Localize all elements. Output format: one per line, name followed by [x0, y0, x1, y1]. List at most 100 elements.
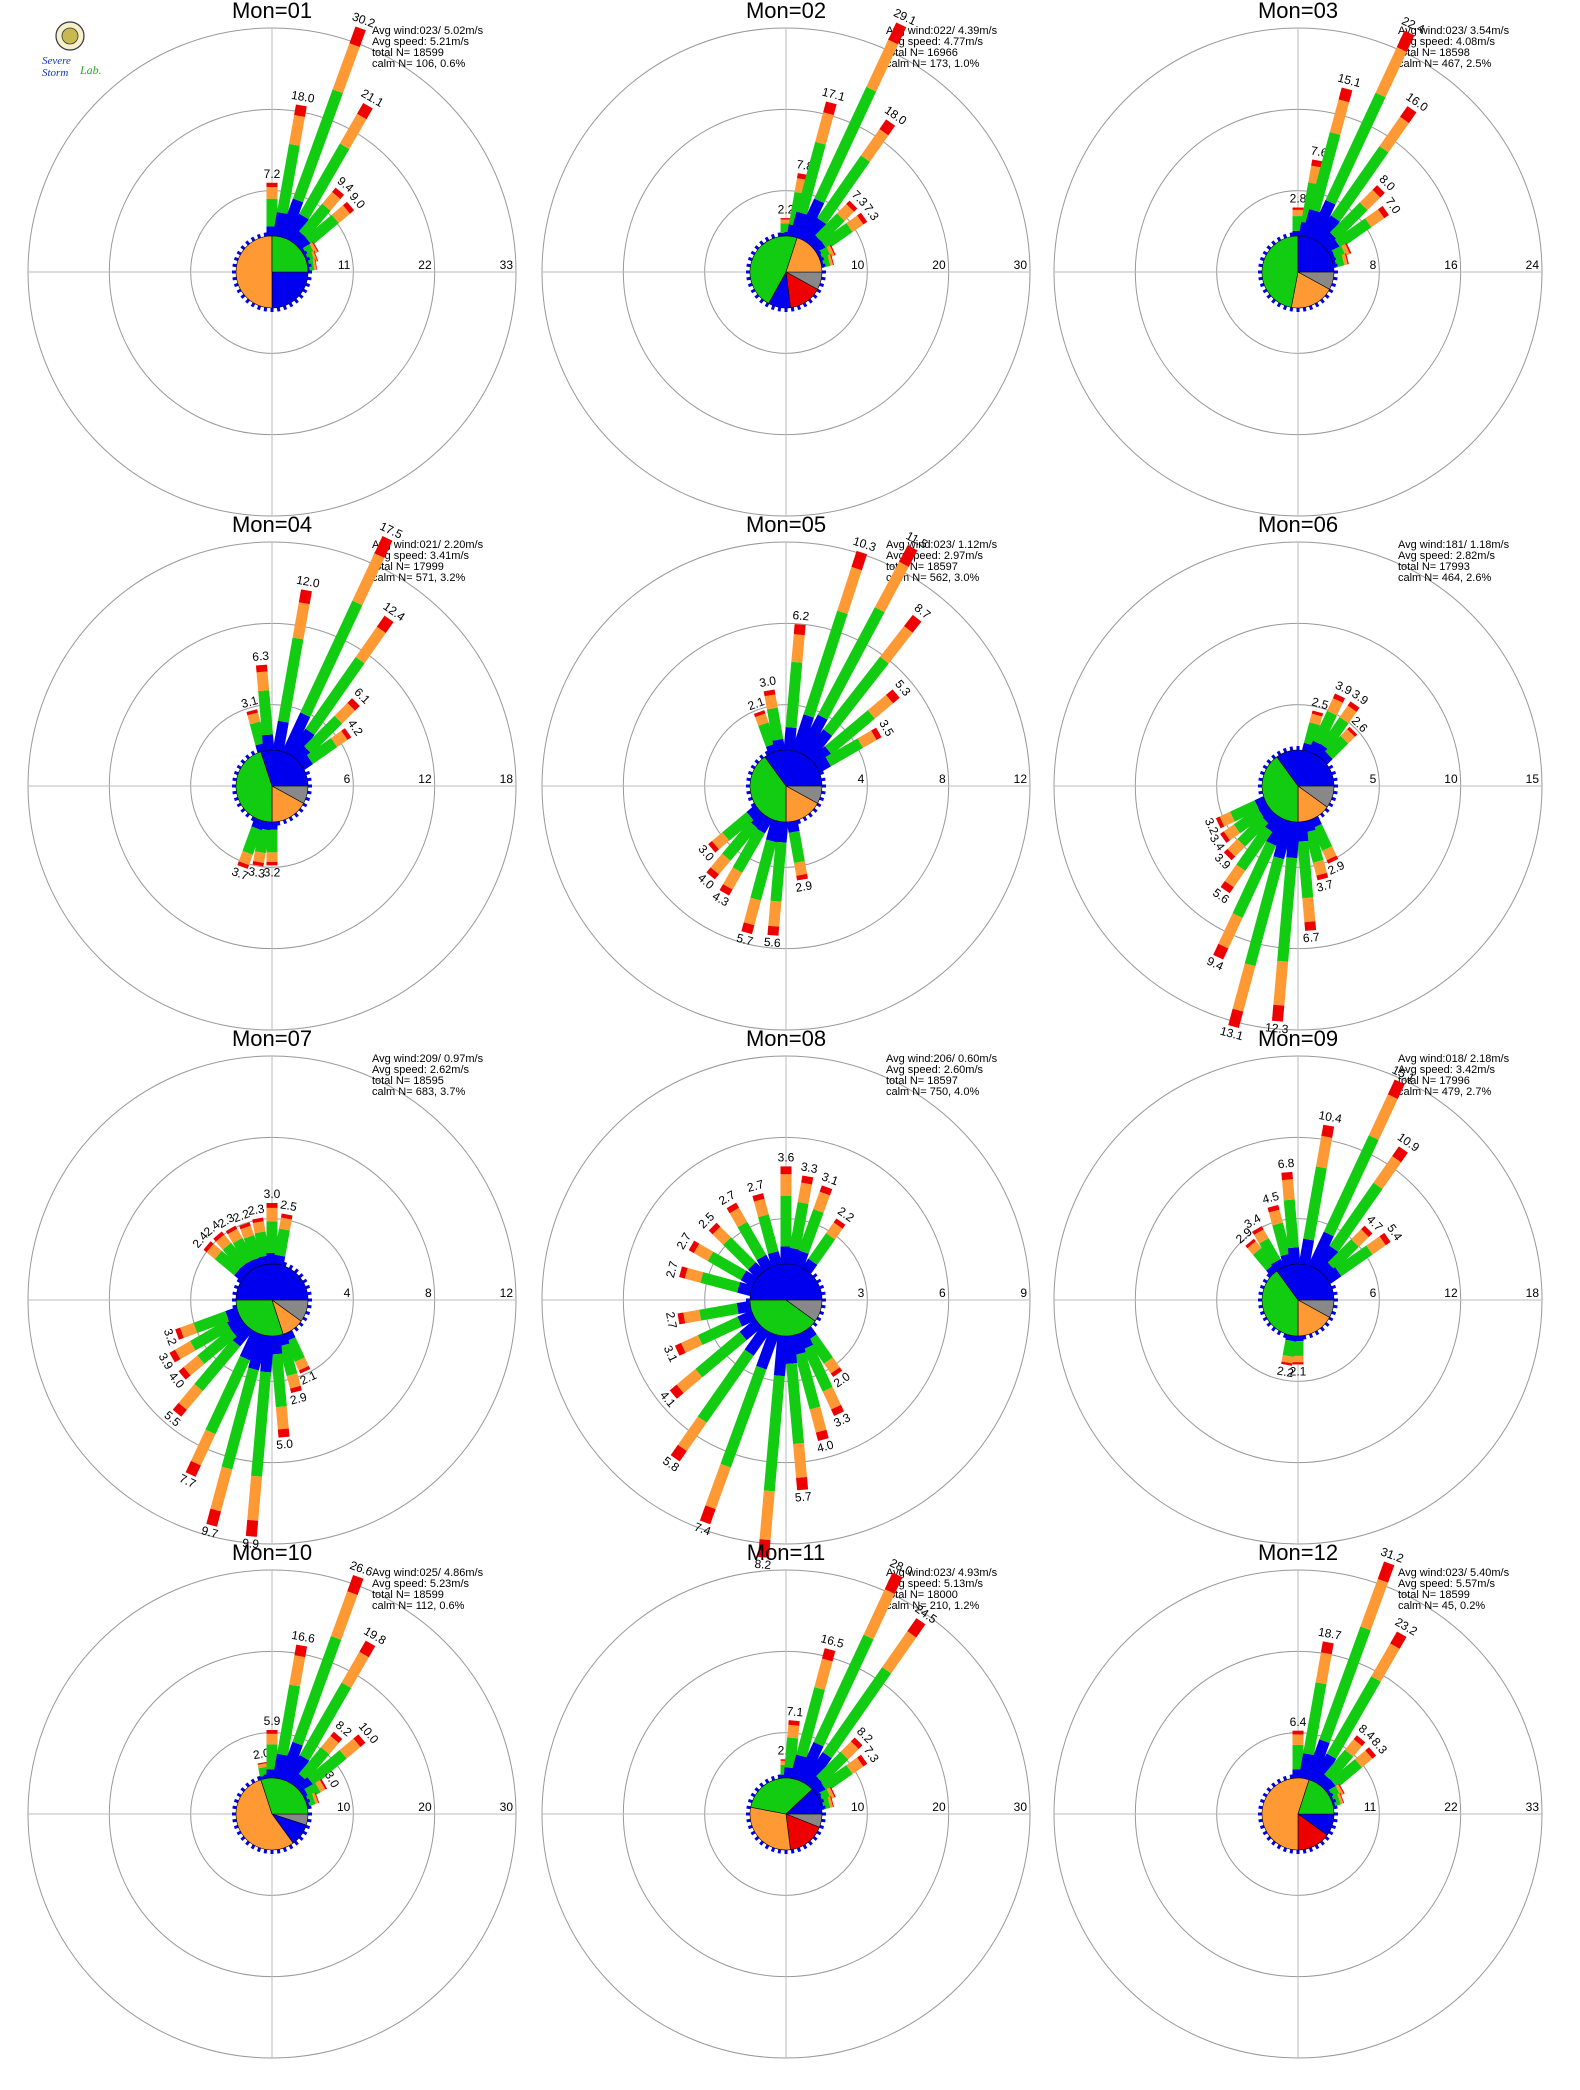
calm-tick — [236, 802, 242, 808]
calm-tick — [750, 250, 756, 256]
petal-segment-red — [213, 1231, 225, 1242]
pie-slice-orange — [785, 237, 823, 273]
calm-tick — [1314, 1844, 1320, 1850]
petal-label: 6.4 — [1290, 1715, 1307, 1729]
tick-label: 12 — [1444, 1286, 1458, 1300]
calm-tick — [747, 1824, 753, 1830]
calm-tick — [1331, 282, 1337, 288]
petal-segment-blue — [279, 198, 304, 241]
calm-tick — [293, 240, 299, 246]
petal-segment-orange — [1315, 1652, 1332, 1685]
calm-tick — [1258, 1304, 1263, 1309]
petal-segment-orange — [1340, 729, 1355, 744]
petal-segment-orange — [1247, 1241, 1262, 1255]
petal-segment-red — [1345, 243, 1352, 254]
calm-tick — [1266, 1273, 1272, 1279]
petal-segment-red — [294, 104, 307, 117]
petal-segment-red — [1347, 726, 1358, 737]
petal-segment-red — [819, 1185, 833, 1196]
calm-tick — [802, 302, 808, 308]
petal-segment-red — [1215, 816, 1225, 829]
petal-segment-green — [276, 143, 300, 214]
calm-tick — [233, 770, 239, 776]
calm-tick — [1259, 770, 1265, 776]
calm-tick — [276, 1335, 281, 1340]
calm-tick — [233, 1310, 239, 1316]
petal-segment-green — [1282, 1339, 1297, 1357]
petal-segment-blue — [251, 817, 265, 831]
calm-tick — [232, 1818, 237, 1823]
petal-segment-red — [185, 1460, 201, 1477]
petal-segment-red — [801, 1175, 814, 1185]
petal-segment-red — [203, 1241, 214, 1253]
petal-segment-green — [1259, 1238, 1281, 1265]
petal-segment-green — [1230, 800, 1260, 822]
petal-label: 2.0 — [252, 1745, 271, 1762]
petal-segment-green — [1237, 815, 1269, 847]
petal-label: 2.8 — [1290, 192, 1307, 206]
petal-segment-orange — [882, 1631, 917, 1674]
stat-line: Avg wind:018/ 2.18m/s — [1398, 1053, 1510, 1065]
petal-segment-orange — [1292, 209, 1304, 217]
petal-segment-red — [342, 201, 355, 214]
calm-tick — [812, 1273, 818, 1279]
petal-label: 3.3 — [800, 1159, 819, 1176]
petal — [758, 1335, 789, 1558]
petal-segment-orange — [289, 1655, 306, 1687]
petal-segment-red — [1379, 1232, 1391, 1246]
petal-segment-red — [206, 1508, 222, 1527]
petal-segment-green — [786, 1363, 805, 1445]
calm-tick — [1328, 1278, 1334, 1284]
petal-label: 12.3 — [1265, 1020, 1290, 1036]
petal-segment-green — [266, 198, 278, 227]
calm-tick — [288, 1264, 294, 1270]
petal-segment-red — [780, 218, 792, 220]
calm-tick — [240, 1321, 246, 1327]
petal-label: 3.9 — [1333, 678, 1354, 698]
calm-tick — [302, 1792, 308, 1798]
petal-segment-green — [242, 826, 262, 855]
petal — [1298, 1124, 1335, 1266]
petal — [300, 1779, 328, 1801]
petal-segment-orange — [312, 258, 317, 271]
petal-segment-green — [732, 828, 765, 873]
pie-slice-blue — [1276, 1263, 1335, 1301]
petal-segment-blue — [744, 1326, 770, 1356]
calm-tick — [293, 754, 299, 760]
petal-segment-orange — [330, 1591, 358, 1640]
petal-segment-orange — [1302, 897, 1316, 923]
petal-segment-red — [347, 1574, 364, 1596]
calm-tick — [1259, 1310, 1265, 1316]
calm-tick — [746, 1304, 751, 1309]
petal-segment-red — [1281, 1361, 1293, 1366]
petal-segment-orange — [339, 1738, 361, 1759]
petal-segment-blue — [802, 1751, 832, 1788]
calm-tick — [305, 1798, 311, 1804]
petal-segment-orange — [206, 1243, 222, 1260]
petal-segment-green — [817, 607, 885, 720]
calm-tick — [790, 232, 795, 237]
petal-segment-orange — [1232, 963, 1256, 1012]
petal — [298, 728, 352, 770]
calm-tick — [232, 276, 237, 281]
calm-tick — [298, 1835, 304, 1841]
petal-segment-orange — [1341, 243, 1350, 256]
stat-line: calm N= 467, 2.5% — [1398, 58, 1491, 70]
calm-tick — [812, 245, 818, 251]
petal-segment-red — [1353, 1735, 1366, 1747]
petal-segment-orange — [1254, 1229, 1269, 1244]
petal-segment-red — [1320, 1641, 1334, 1655]
calm-tick — [1302, 1774, 1307, 1779]
calm-tick — [819, 256, 825, 262]
petal-segment-red — [277, 1428, 290, 1438]
calm-tick — [1276, 1330, 1282, 1336]
calm-tick — [293, 1840, 299, 1846]
petal-segment-red — [266, 182, 278, 188]
petal-segment-green — [817, 155, 870, 225]
petal-segment-red — [677, 1312, 686, 1325]
stat-line: total N= 17996 — [1398, 1075, 1470, 1087]
petal-segment-orange — [837, 566, 862, 615]
petal-segment-green — [306, 1793, 316, 1807]
petal-segment-green — [699, 1303, 739, 1321]
